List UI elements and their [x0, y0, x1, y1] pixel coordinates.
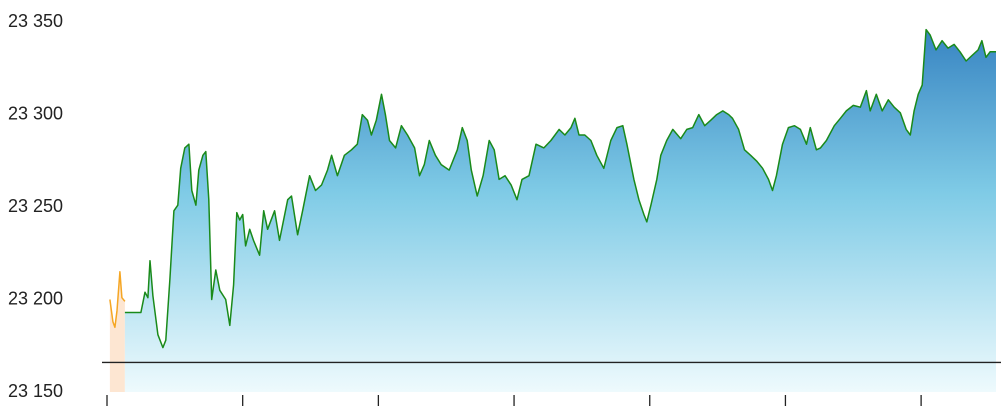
y-tick-label: 23 250	[8, 196, 63, 216]
area-fill	[109, 271, 125, 392]
price-line	[124, 28, 996, 349]
y-tick-label: 23 200	[8, 288, 63, 308]
area-fill	[124, 29, 996, 392]
y-tick-label: 23 350	[8, 11, 63, 31]
y-tick-label: 23 150	[8, 381, 63, 401]
y-tick-label: 23 300	[8, 103, 63, 123]
price-line	[109, 271, 126, 329]
